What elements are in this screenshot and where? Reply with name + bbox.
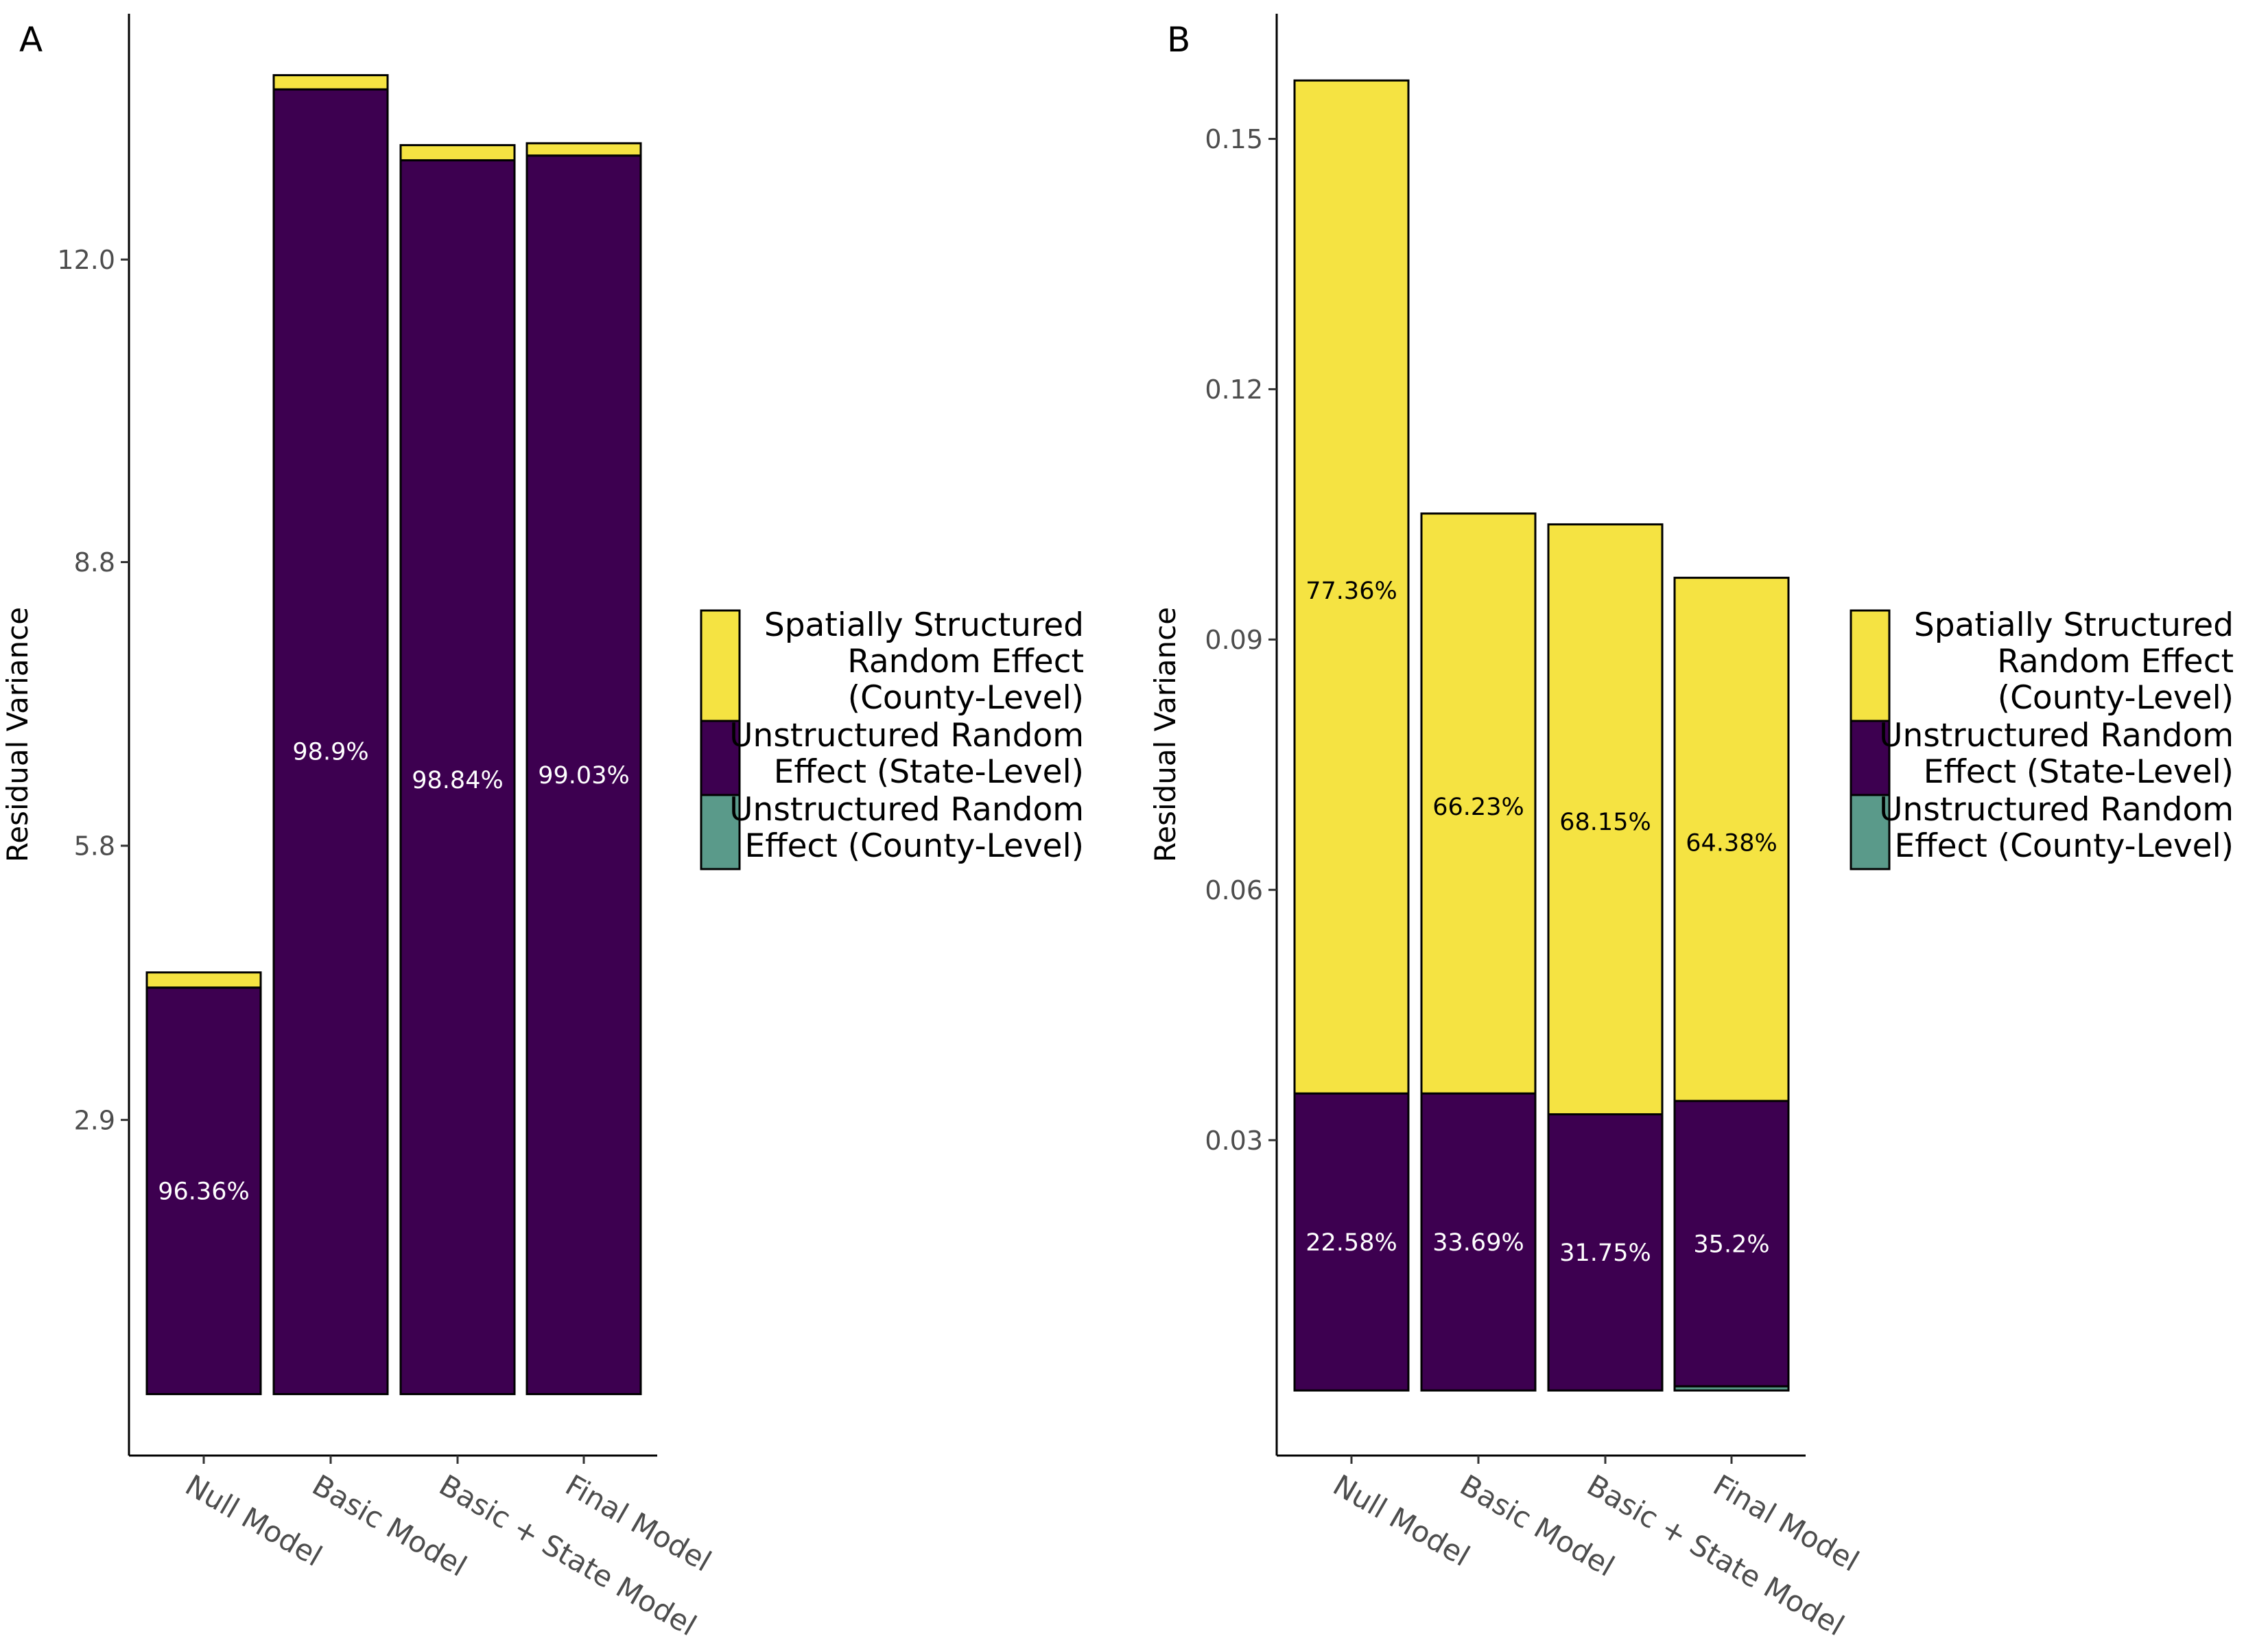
bar-segment bbox=[1293, 79, 1410, 1095]
legend-swatch bbox=[1850, 609, 1891, 722]
bar-segment bbox=[1293, 1092, 1410, 1392]
legend-swatch bbox=[700, 609, 741, 722]
x-tick-label: Null Model bbox=[180, 1468, 328, 1573]
bar-segment bbox=[272, 74, 389, 91]
bar-segment bbox=[1547, 1113, 1664, 1392]
bar-segment bbox=[1673, 1100, 1790, 1388]
legend-label: Unstructured Random bbox=[729, 791, 1084, 829]
legend-label: Effect (County-Level) bbox=[745, 827, 1084, 865]
data-label: 22.58% bbox=[1306, 1229, 1397, 1257]
data-label: 98.9% bbox=[292, 739, 368, 766]
y-tick-label: 2.9 bbox=[74, 1105, 115, 1135]
bar-segment bbox=[272, 88, 389, 1395]
legend-label: Unstructured Random bbox=[729, 717, 1084, 755]
bar-segment bbox=[145, 971, 262, 989]
data-label: 31.75% bbox=[1559, 1239, 1651, 1267]
bar-segment bbox=[145, 986, 262, 1395]
legend-label: Random Effect bbox=[847, 643, 1084, 680]
legend-label: Random Effect bbox=[1997, 643, 2234, 680]
y-tick-label: 5.8 bbox=[74, 831, 115, 862]
data-label: 98.84% bbox=[412, 767, 503, 794]
legend-swatch bbox=[1850, 720, 1891, 796]
legend-label: Effect (County-Level) bbox=[1895, 827, 2234, 865]
y-axis-title: Residual Variance bbox=[1148, 607, 1182, 862]
legend-label: Effect (State-Level) bbox=[1924, 753, 2234, 791]
legend-label: Unstructured Random bbox=[1879, 717, 2234, 755]
y-tick-label: 12.0 bbox=[57, 245, 115, 275]
legend-swatch bbox=[700, 720, 741, 796]
bar-segment bbox=[1673, 576, 1790, 1102]
y-tick-label: 0.12 bbox=[1205, 375, 1263, 405]
legend-label: Unstructured Random bbox=[1879, 791, 2234, 829]
data-label: 96.36% bbox=[158, 1178, 249, 1206]
bar-segment bbox=[1420, 512, 1537, 1095]
y-tick-label: 0.03 bbox=[1205, 1126, 1263, 1156]
legend-label: Spatially Structured bbox=[764, 606, 1084, 644]
panel-label: A bbox=[19, 20, 43, 60]
data-label: 99.03% bbox=[538, 762, 629, 790]
data-label: 35.2% bbox=[1693, 1231, 1769, 1259]
data-label: 33.69% bbox=[1432, 1229, 1524, 1257]
x-tick-label: Null Model bbox=[1327, 1468, 1476, 1573]
bar-segment bbox=[525, 154, 642, 1395]
data-label: 66.23% bbox=[1432, 794, 1524, 821]
legend-swatch bbox=[700, 794, 741, 870]
legend-swatch bbox=[1850, 794, 1891, 870]
y-axis-title: Residual Variance bbox=[1, 607, 34, 862]
data-label: 64.38% bbox=[1686, 830, 1777, 857]
y-tick-label: 0.09 bbox=[1205, 625, 1263, 655]
data-label: 68.15% bbox=[1559, 809, 1651, 836]
y-tick-label: 0.15 bbox=[1205, 124, 1263, 154]
panel-label: B bbox=[1167, 20, 1190, 60]
bar-segment bbox=[525, 142, 642, 157]
data-label: 77.36% bbox=[1306, 578, 1397, 605]
legend-label: Effect (State-Level) bbox=[774, 753, 1084, 791]
bar-segment bbox=[1547, 523, 1664, 1115]
bar-segment bbox=[399, 144, 516, 162]
legend-label: (County-Level) bbox=[848, 679, 1084, 717]
bar-segment bbox=[1420, 1092, 1537, 1392]
y-tick-label: 8.8 bbox=[74, 547, 115, 578]
legend-label: Spatially Structured bbox=[1914, 606, 2234, 644]
y-tick-label: 0.06 bbox=[1205, 875, 1263, 905]
legend-label: (County-Level) bbox=[1998, 679, 2234, 717]
